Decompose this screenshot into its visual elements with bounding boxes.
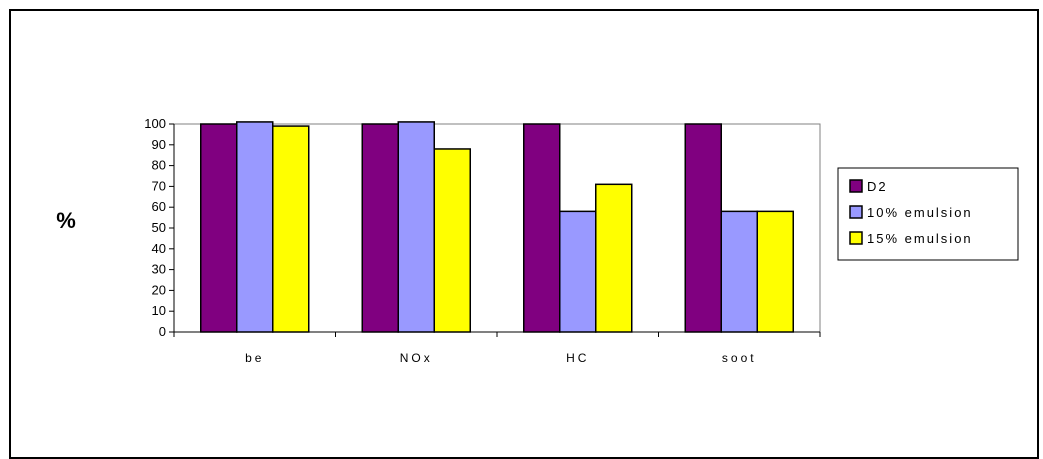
bar-be-series-0 <box>200 123 238 333</box>
bar-nox-series-1 <box>397 121 435 333</box>
y-tick-label: 90 <box>152 137 166 152</box>
bar-soot-series-1 <box>720 210 758 333</box>
legend-entry-label: D2 <box>867 179 888 194</box>
y-tick-label: 20 <box>152 282 166 297</box>
y-tick-label: 80 <box>152 158 166 173</box>
bar-be-series-1 <box>236 121 274 333</box>
legend-box <box>837 167 1019 261</box>
legend-swatch <box>849 231 863 245</box>
bar-soot-series-0 <box>684 123 722 333</box>
legend-entry-label: 10% emulsion <box>867 205 973 220</box>
x-category-label: NOx <box>400 351 433 365</box>
x-category-label: HC <box>566 351 589 365</box>
y-tick-label: 60 <box>152 199 166 214</box>
x-category-label: soot <box>722 351 757 365</box>
bar-hc-series-2 <box>595 183 633 333</box>
bar-hc-series-0 <box>523 123 561 333</box>
y-tick-label: 50 <box>152 220 166 235</box>
y-axis-title: % <box>56 208 76 233</box>
legend-entry-label: 15% emulsion <box>867 231 973 246</box>
legend-swatch <box>849 179 863 193</box>
bar-soot-series-2 <box>756 210 794 333</box>
bar-be-series-2 <box>272 125 310 333</box>
bar-hc-series-1 <box>559 210 597 333</box>
y-tick-label: 100 <box>144 116 166 131</box>
bar-nox-series-0 <box>361 123 399 333</box>
x-category-label: be <box>245 351 264 365</box>
bar-nox-series-2 <box>433 148 471 333</box>
y-tick-label: 40 <box>152 241 166 256</box>
y-tick-label: 30 <box>152 262 166 277</box>
legend-swatch <box>849 205 863 219</box>
y-tick-label: 70 <box>152 178 166 193</box>
y-tick-label: 0 <box>159 324 166 339</box>
y-tick-label: 10 <box>152 303 166 318</box>
